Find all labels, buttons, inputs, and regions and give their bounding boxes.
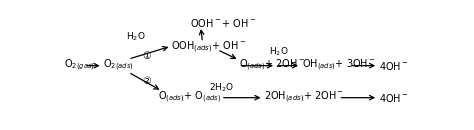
Text: 4OH$^-$: 4OH$^-$ xyxy=(379,60,409,72)
Text: H$_2$O: H$_2$O xyxy=(126,30,146,43)
Text: O$_{2(gas)}$: O$_{2(gas)}$ xyxy=(64,58,94,73)
Text: OH$_{(ads)}$+ 3OH$^-$: OH$_{(ads)}$+ 3OH$^-$ xyxy=(301,58,375,73)
Text: ②: ② xyxy=(142,76,151,86)
Text: ①: ① xyxy=(142,51,151,61)
Text: OOH$_{(ads)}$+ OH$^-$: OOH$_{(ads)}$+ OH$^-$ xyxy=(171,40,246,55)
Text: 2OH$_{(ads)}$+ 2OH$^-$: 2OH$_{(ads)}$+ 2OH$^-$ xyxy=(264,90,344,105)
Text: OOH$^-$+ OH$^-$: OOH$^-$+ OH$^-$ xyxy=(190,17,256,29)
Text: O$_{2(ads)}$: O$_{2(ads)}$ xyxy=(103,58,134,73)
Text: 2H$_2$O: 2H$_2$O xyxy=(209,81,234,94)
Text: O$_{(ads)}$+ O$_{(ads)}$: O$_{(ads)}$+ O$_{(ads)}$ xyxy=(158,90,222,105)
Text: O$_{(ads)}$+ 2OH$^-$: O$_{(ads)}$+ 2OH$^-$ xyxy=(239,58,306,73)
Text: 4OH$^-$: 4OH$^-$ xyxy=(379,92,409,104)
Text: H$_2$O: H$_2$O xyxy=(269,45,289,58)
